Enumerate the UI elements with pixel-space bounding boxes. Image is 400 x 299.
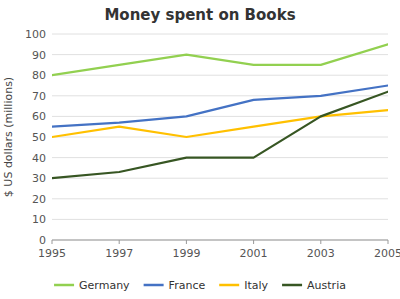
y-tick-label: 70: [32, 90, 46, 103]
x-tick: [320, 240, 321, 244]
legend-swatch: [144, 284, 164, 287]
grid-line: [52, 34, 388, 35]
grid-line: [52, 116, 388, 117]
y-tick-label: 40: [32, 152, 46, 165]
legend-label: Germany: [79, 279, 130, 292]
series-line: [52, 110, 388, 137]
grid-line: [52, 240, 388, 241]
grid-line: [52, 198, 388, 199]
legend-label: Austria: [307, 279, 346, 292]
x-tick-label: 1999: [172, 247, 200, 260]
grid-line: [52, 95, 388, 96]
series-line: [52, 92, 388, 179]
lines: [52, 44, 388, 178]
grid-line: [52, 54, 388, 55]
legend-label: France: [169, 279, 206, 292]
grid: [52, 34, 388, 240]
x-tick: [52, 240, 53, 244]
legend-item: France: [144, 279, 206, 292]
y-tick-label: 90: [32, 49, 46, 62]
x-axis-line: [52, 240, 388, 241]
grid-line: [52, 137, 388, 138]
legend-item: Italy: [219, 279, 268, 292]
y-axis-label: $ US dollars (millions): [2, 77, 15, 197]
y-tick-label: 30: [32, 172, 46, 185]
y-tick-label: 10: [32, 213, 46, 226]
series-line: [52, 86, 388, 127]
y-tick-label: 60: [32, 110, 46, 123]
x-tick: [253, 240, 254, 244]
y-tick-label: 80: [32, 69, 46, 82]
legend-item: Germany: [54, 279, 130, 292]
grid-line: [52, 219, 388, 220]
legend-swatch: [54, 284, 74, 287]
x-tick-label: 2005: [374, 247, 400, 260]
x-tick-label: 1997: [105, 247, 133, 260]
chart-container: Money spent on Books $ US dollars (millio…: [0, 0, 400, 299]
y-tick-label: 0: [39, 234, 46, 247]
x-tick: [388, 240, 389, 244]
series-line: [52, 44, 388, 75]
y-tick-label: 50: [32, 131, 46, 144]
x-tick: [186, 240, 187, 244]
grid-line: [52, 178, 388, 179]
y-tick-label: 100: [25, 28, 46, 41]
legend-item: Austria: [282, 279, 346, 292]
legend-swatch: [219, 284, 239, 287]
legend-swatch: [282, 284, 302, 287]
legend: Germany France Italy Austria: [54, 279, 346, 292]
x-tick-label: 2001: [240, 247, 268, 260]
title: Money spent on Books: [104, 6, 295, 24]
x-tick: [119, 240, 120, 244]
x-tick-label: 1995: [38, 247, 66, 260]
y-tick-label: 20: [32, 193, 46, 206]
grid-line: [52, 75, 388, 76]
x-tick-label: 2003: [307, 247, 335, 260]
chart: Money spent on Books $ US dollars (millio…: [0, 0, 400, 299]
legend-label: Italy: [244, 279, 268, 292]
